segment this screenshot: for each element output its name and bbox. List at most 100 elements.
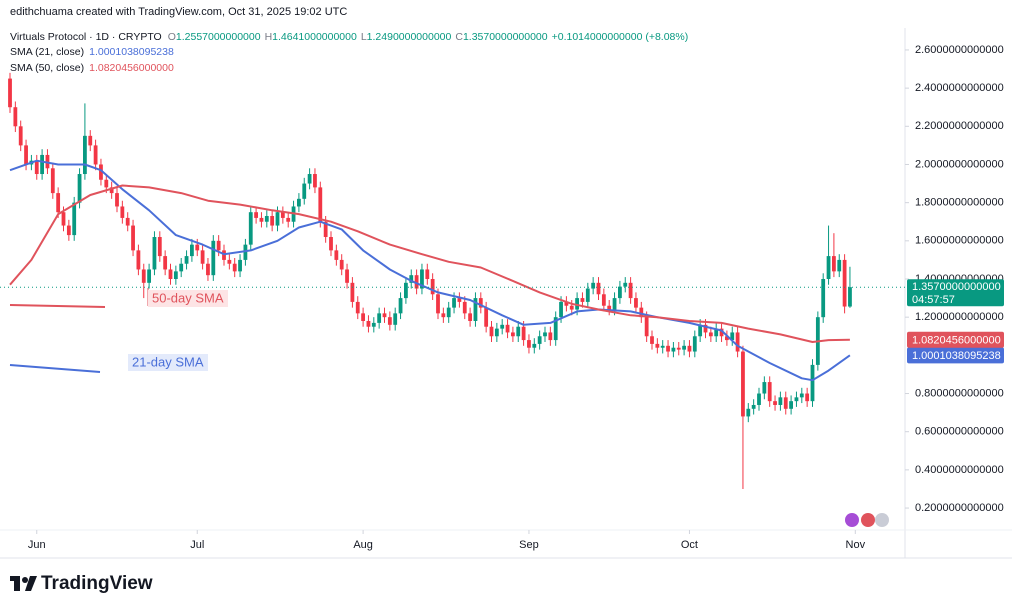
candle-body xyxy=(687,345,692,352)
y-tick-label: 1.2000000000000 xyxy=(915,311,1004,323)
candle-body xyxy=(350,282,355,302)
candle-body xyxy=(115,193,119,207)
candle-body xyxy=(141,269,146,283)
candle-body xyxy=(671,347,676,352)
candle-body xyxy=(99,164,103,180)
candle-body xyxy=(264,216,269,222)
candle-body xyxy=(468,313,473,321)
x-tick-label: Sep xyxy=(519,539,539,551)
candle-body xyxy=(355,301,360,314)
candle-body xyxy=(655,343,660,348)
candle-body xyxy=(275,212,280,226)
candle-body xyxy=(83,135,87,175)
candle-body xyxy=(318,187,323,222)
candle-body xyxy=(61,212,66,226)
candle-body xyxy=(569,305,574,310)
ohlc-letter: O xyxy=(168,31,176,43)
candle-body xyxy=(607,305,612,310)
icon xyxy=(845,513,859,527)
candle-body xyxy=(323,221,328,238)
creator-line: edithchuama created with TradingView.com… xyxy=(10,6,347,18)
change: +0.1014000000000 (+8.08%) xyxy=(552,31,689,43)
annotations: 50-day SMA 21-day SMA xyxy=(9,288,228,373)
candle-body xyxy=(783,397,788,409)
candle-body xyxy=(511,332,515,337)
candle-body xyxy=(387,317,392,325)
candle-body xyxy=(420,269,424,289)
candle-body xyxy=(473,298,478,321)
y-tick-label: 2.6000000000000 xyxy=(915,44,1004,56)
candle-body xyxy=(307,174,312,184)
candle-body xyxy=(168,269,173,279)
candle-body xyxy=(366,320,371,327)
annotation-bg xyxy=(148,290,228,307)
ohlc-value: 1.4641000000000 xyxy=(272,31,357,43)
candle-body xyxy=(430,279,435,295)
legend-value: 1.0820456000000 xyxy=(89,62,174,74)
candle-body xyxy=(131,225,135,251)
y-tick-label: 0.2000000000000 xyxy=(915,502,1004,514)
candle-body xyxy=(500,324,505,329)
candle-body xyxy=(184,256,189,264)
icon xyxy=(861,513,875,527)
candle-body xyxy=(216,240,221,251)
candle-body xyxy=(286,217,291,222)
logo-text: TradingView xyxy=(41,573,153,594)
candle-body xyxy=(634,298,638,308)
candle-body xyxy=(527,340,531,348)
annotation-line xyxy=(9,304,106,308)
candle-body xyxy=(163,256,168,270)
candle-body xyxy=(254,212,259,218)
x-tick-label: Jul xyxy=(190,539,204,551)
candle-body xyxy=(548,332,553,341)
x-tick-label: Aug xyxy=(353,539,373,551)
logo: TradingView xyxy=(10,573,153,594)
candle-body xyxy=(799,393,804,398)
ohlc-value: 1.3570000000000 xyxy=(463,31,548,43)
corner-icons xyxy=(845,513,889,527)
candle-body xyxy=(773,401,777,405)
candle-body xyxy=(24,145,28,165)
candle-body xyxy=(767,382,772,402)
candle-body xyxy=(334,250,339,260)
candle-body xyxy=(195,244,200,251)
candle-body xyxy=(270,216,275,226)
y-tick-label: 2.2000000000000 xyxy=(915,120,1004,132)
candle-body xyxy=(211,240,216,276)
candle-body xyxy=(537,336,542,344)
candle-body xyxy=(559,301,563,318)
candle-body xyxy=(596,282,601,295)
candle-body xyxy=(18,126,23,146)
candle-body xyxy=(757,393,761,405)
y-tick-label: 2.0000000000000 xyxy=(915,158,1004,170)
candle-body xyxy=(746,408,751,417)
candle-body xyxy=(751,404,756,409)
candle-body xyxy=(735,332,740,352)
candle-body xyxy=(34,160,39,175)
candle-body xyxy=(564,301,569,306)
legend-sma21: SMA (21, close) 1.0001038095238 xyxy=(10,46,174,58)
candle-body xyxy=(398,298,403,314)
candle-body xyxy=(478,298,483,308)
candle-body xyxy=(259,217,264,222)
ohlc-value: 1.2557000000000 xyxy=(176,31,261,43)
candle-body xyxy=(714,328,719,337)
candle-body xyxy=(13,107,18,127)
symbol-title: Virtuals Protocol · 1D · CRYPTO xyxy=(10,31,162,43)
candle-body xyxy=(280,212,285,218)
candle-body xyxy=(147,269,152,283)
price-tag-label: 1.3570000000000 xyxy=(912,281,1001,293)
price-tag xyxy=(907,331,1004,348)
candle-body xyxy=(601,294,606,306)
candle-body xyxy=(585,288,590,302)
candle-body xyxy=(8,78,12,108)
candle-body xyxy=(382,313,387,318)
candle-body xyxy=(682,345,686,350)
candle-body xyxy=(72,202,77,236)
candle-body xyxy=(157,237,162,257)
candle-body xyxy=(302,183,307,199)
candle-body xyxy=(371,322,376,327)
candle-body xyxy=(227,259,232,264)
candle-body xyxy=(484,307,489,327)
candle-body xyxy=(109,187,114,194)
